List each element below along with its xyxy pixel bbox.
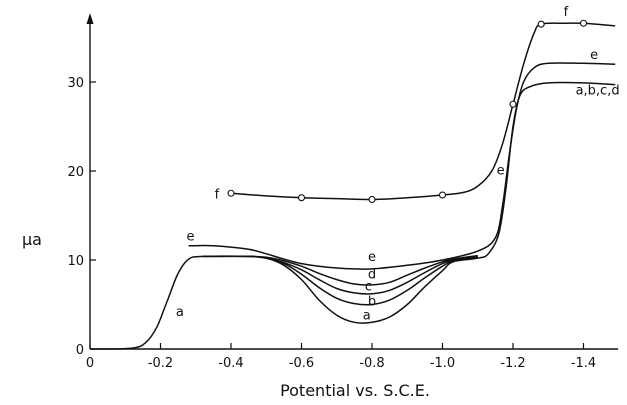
curve-label: e bbox=[497, 164, 505, 179]
marker-f bbox=[227, 189, 235, 197]
x-tick-label: 0 bbox=[86, 356, 94, 371]
marker-f bbox=[368, 195, 376, 204]
curve-label: b bbox=[368, 294, 376, 309]
marker-f bbox=[579, 19, 588, 27]
x-tick-label: -0.2 bbox=[148, 356, 173, 371]
x-axis-title: Potential vs. S.C.E. bbox=[280, 381, 430, 400]
curve-label: e bbox=[368, 250, 376, 265]
y-tick-label: 30 bbox=[67, 76, 84, 91]
marker-f bbox=[537, 20, 545, 28]
marker-f bbox=[297, 194, 306, 202]
y-axis-title: μa bbox=[22, 230, 42, 249]
curve-a bbox=[89, 81, 616, 350]
curve-e bbox=[188, 62, 616, 270]
axes bbox=[86, 13, 618, 350]
curve-d bbox=[202, 254, 478, 286]
curve-c bbox=[202, 255, 478, 295]
curve-f bbox=[230, 22, 616, 201]
curve-label: a bbox=[176, 305, 184, 320]
curve-label: f bbox=[215, 188, 220, 203]
x-tick-label: -0.6 bbox=[289, 356, 314, 371]
curve-label: c bbox=[365, 279, 372, 294]
x-tick-label: -0.8 bbox=[359, 356, 384, 371]
marker-f bbox=[438, 191, 447, 199]
curves bbox=[89, 22, 616, 350]
curve-label: f bbox=[564, 5, 569, 20]
x-tick-label: -0.4 bbox=[218, 356, 243, 371]
x-tick-label: -1.4 bbox=[571, 356, 596, 371]
y-axis-arrow bbox=[86, 13, 94, 24]
y-tick-label: 10 bbox=[67, 254, 84, 269]
markers bbox=[227, 19, 588, 204]
curve-label: a bbox=[363, 309, 371, 324]
curve-label: e bbox=[590, 48, 598, 63]
ticks: 0 -0.2 -0.4 -0.6 -0.8 -1.0 -1.2 -1.4 0 10 20 30 bbox=[67, 76, 596, 371]
marker-f bbox=[509, 100, 517, 108]
x-tick-label: -1.2 bbox=[500, 356, 525, 371]
curve-label: e bbox=[186, 229, 194, 244]
y-tick-label: 0 bbox=[76, 343, 84, 358]
curve-label: a,b,c,d bbox=[576, 83, 620, 98]
y-tick-label: 20 bbox=[67, 165, 84, 180]
x-tick-label: -1.0 bbox=[430, 356, 455, 371]
curve-label: d bbox=[368, 268, 376, 283]
